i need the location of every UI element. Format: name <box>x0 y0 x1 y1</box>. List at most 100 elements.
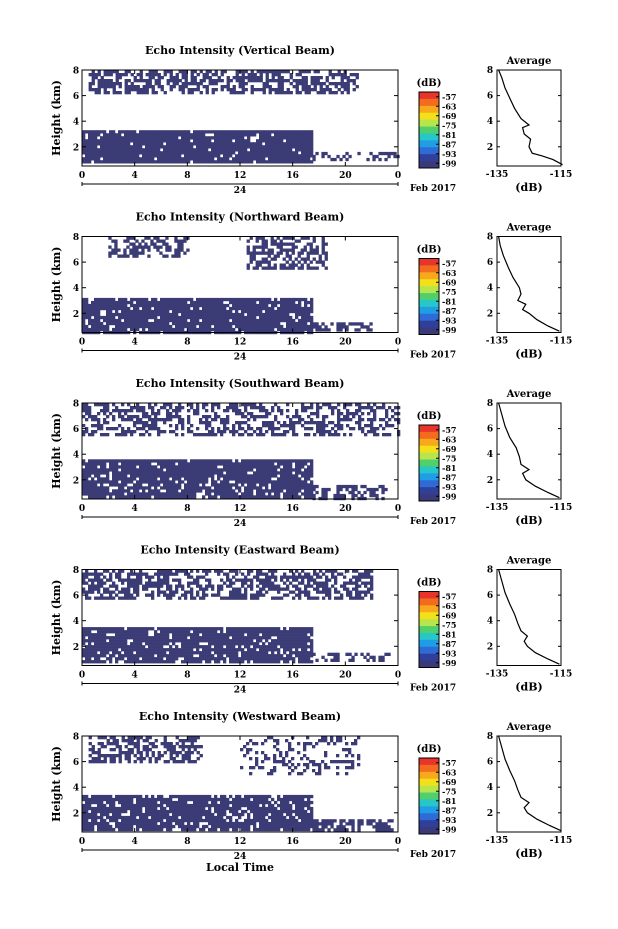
echo-cell <box>112 471 116 475</box>
echo-cell <box>268 636 272 640</box>
echo-cell <box>319 590 323 594</box>
echo-cell <box>142 480 146 484</box>
echo-cell <box>286 474 290 478</box>
echo-cell <box>100 85 104 89</box>
echo-cell <box>226 154 230 158</box>
echo-cell <box>85 148 89 152</box>
echo-cell <box>289 480 293 484</box>
echo-cell <box>148 627 152 631</box>
echo-cell <box>247 627 251 631</box>
echo-cell <box>148 584 152 588</box>
echo-cell <box>121 581 125 585</box>
echo-cell <box>208 633 212 637</box>
echo-cell <box>256 593 260 597</box>
echo-cell <box>241 309 245 314</box>
echo-cell <box>175 79 179 83</box>
echo-cell <box>262 477 266 481</box>
echo-cell <box>193 477 197 481</box>
echo-cell <box>310 403 314 407</box>
echo-cell <box>127 590 131 594</box>
echo-cell <box>217 415 221 419</box>
echo-cell <box>268 468 272 472</box>
echo-cell <box>196 151 200 155</box>
echo-cell <box>346 415 350 419</box>
echo-cell <box>298 471 302 475</box>
echo-cell <box>199 151 203 155</box>
echo-cell <box>268 148 272 152</box>
echo-cell <box>205 151 209 155</box>
echo-cell <box>112 477 116 481</box>
echo-cell <box>109 468 113 472</box>
echo-cell <box>349 590 353 594</box>
echo-cell <box>202 415 206 419</box>
echo-cell <box>235 483 239 487</box>
echo-cell <box>283 474 287 478</box>
echo-cell <box>124 495 128 499</box>
echo-cell <box>235 297 239 302</box>
echo-cell <box>223 427 227 431</box>
echo-cell <box>295 139 299 143</box>
echo-cell <box>292 596 296 600</box>
echo-cell <box>358 418 362 422</box>
echo-cell <box>250 569 254 573</box>
echo-cell <box>292 427 296 431</box>
echo-cell <box>307 433 311 437</box>
echo-cell <box>190 486 194 490</box>
echo-cell <box>142 133 146 137</box>
echo-cell <box>130 88 134 92</box>
echo-cell <box>310 139 314 143</box>
echo-cell <box>106 306 110 311</box>
average-title: Average <box>506 56 552 67</box>
echo-cell <box>352 575 356 579</box>
echo-cell <box>325 581 329 585</box>
echo-cell <box>205 300 209 305</box>
echo-cell <box>154 309 158 314</box>
echo-cell <box>124 160 128 164</box>
echo-cell <box>223 421 227 425</box>
echo-cell <box>94 471 98 475</box>
echo-cell <box>370 569 374 573</box>
echo-cell <box>358 427 362 431</box>
echo-cell <box>373 412 377 416</box>
echo-cell <box>97 157 101 161</box>
echo-cell <box>151 480 155 484</box>
echo-cell <box>165 248 169 252</box>
echo-cell <box>190 300 194 305</box>
echo-cell <box>232 581 236 585</box>
echo-cell <box>172 627 176 631</box>
echo-cell <box>214 415 218 419</box>
echo-cell <box>123 239 127 243</box>
echo-cell <box>247 569 251 573</box>
echo-cell <box>304 593 308 597</box>
echo-cell <box>315 322 319 326</box>
echo-cell <box>172 465 176 469</box>
beam-panel: Echo Intensity (Northward Beam)2468Heigh… <box>50 211 572 363</box>
echo-cell <box>255 260 259 264</box>
echo-cell <box>265 79 269 83</box>
echo-cell <box>184 596 188 600</box>
echo-cell <box>190 465 194 469</box>
echo-cell <box>247 324 251 329</box>
echo-cell <box>295 483 299 487</box>
echo-cell <box>241 578 245 582</box>
echo-cell <box>166 160 170 164</box>
echo-cell <box>112 88 116 92</box>
echo-cell <box>289 136 293 140</box>
echo-cell <box>289 569 293 573</box>
echo-cell <box>103 403 107 407</box>
echo-cell <box>151 627 155 631</box>
echo-cell <box>337 82 341 86</box>
echo-cell <box>229 160 233 164</box>
echo-cell <box>244 596 248 600</box>
echo-cell <box>181 133 185 137</box>
echo-cell <box>295 324 299 329</box>
echo-cell <box>253 596 257 600</box>
echo-cell <box>154 300 158 305</box>
echo-cell <box>336 328 340 332</box>
echo-cell <box>94 318 98 323</box>
echo-cell <box>256 160 260 164</box>
echo-cell <box>310 303 314 308</box>
echo-cell <box>208 424 212 428</box>
echo-cell <box>172 578 176 582</box>
echo-cell <box>97 584 101 588</box>
